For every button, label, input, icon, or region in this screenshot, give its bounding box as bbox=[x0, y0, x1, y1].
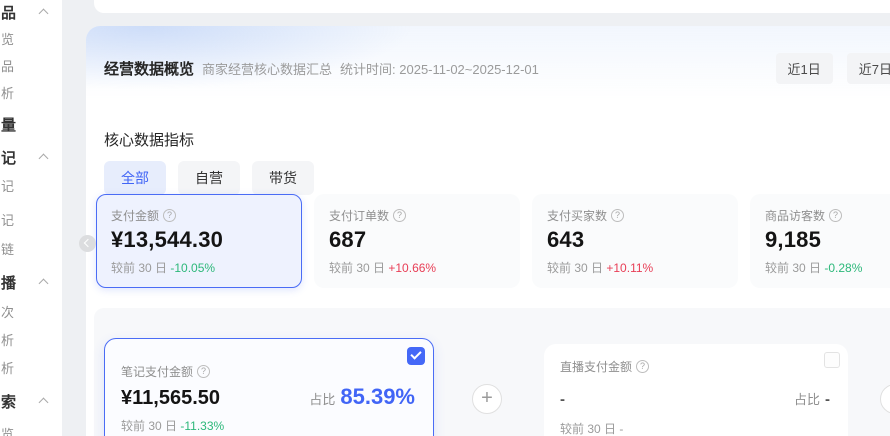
core-metrics-title: 核心数据指标 bbox=[104, 132, 195, 149]
metric-card-buyer-count[interactable]: 支付买家数 643 较前 30 日 +10.11% bbox=[532, 194, 738, 288]
help-icon[interactable] bbox=[393, 209, 407, 222]
compare-prefix: 较前 30 日 bbox=[765, 261, 822, 275]
metric-card-payment-amount[interactable]: 支付金额 ¥13,544.30 较前 30 日 -10.05% bbox=[96, 194, 302, 288]
breakdown-value: - bbox=[560, 391, 565, 408]
chevron-up-icon bbox=[38, 278, 49, 289]
chevron-up-icon bbox=[38, 153, 49, 164]
sidebar-item-notes-section[interactable]: 记 bbox=[0, 146, 62, 168]
metric-value: 9,185 bbox=[765, 227, 822, 252]
sidebar-item-search-section[interactable]: 索 bbox=[0, 390, 62, 412]
add-metric-button[interactable] bbox=[472, 384, 502, 414]
overview-header: 经营数据概览 商家经营核心数据汇总 统计时间: 2025-11-02~2025-… bbox=[104, 53, 890, 84]
compare-prefix: 较前 30 日 bbox=[121, 419, 178, 433]
checkbox-checked-icon[interactable] bbox=[407, 347, 425, 365]
metric-label: 商品访客数 bbox=[765, 209, 826, 223]
share-value: 85.39% bbox=[340, 384, 415, 409]
change-value: +10.11% bbox=[606, 261, 654, 275]
chevron-up-icon bbox=[38, 397, 49, 408]
change-value: -0.28% bbox=[824, 261, 863, 275]
change-value: -11.33% bbox=[180, 419, 225, 433]
add-metric-button-partial[interactable] bbox=[880, 384, 890, 414]
tab-self[interactable]: 自营 bbox=[178, 161, 240, 195]
help-icon[interactable] bbox=[636, 360, 650, 373]
sidebar-item-goods-section[interactable]: 品 bbox=[0, 1, 62, 23]
breakdown-label: 直播支付金额 bbox=[560, 360, 633, 374]
sidebar-item-overview-2[interactable]: 览 bbox=[1, 426, 15, 436]
sidebar-collapse-button[interactable] bbox=[79, 235, 96, 252]
sidebar-item-analysis-3[interactable]: 析 bbox=[1, 360, 15, 376]
top-card-remnant bbox=[94, 0, 890, 13]
metric-value: 687 bbox=[329, 227, 367, 252]
live-payment-card[interactable]: 直播支付金额 - 占比 - 较前 30 日 - bbox=[544, 344, 848, 436]
tab-affiliate[interactable]: 带货 bbox=[252, 161, 314, 195]
page-title: 经营数据概览 bbox=[104, 61, 195, 78]
sidebar-item-traffic-section[interactable]: 量 bbox=[1, 116, 17, 134]
sidebar-item-goods[interactable]: 品 bbox=[1, 58, 15, 74]
compare-prefix: 较前 30 日 bbox=[560, 422, 617, 436]
metric-value: 643 bbox=[547, 227, 585, 252]
change-value: -10.05% bbox=[170, 261, 216, 275]
help-icon[interactable] bbox=[829, 209, 843, 222]
range-7d-button[interactable]: 近7日 bbox=[846, 53, 890, 84]
sidebar-item-analysis-2[interactable]: 析 bbox=[1, 332, 15, 348]
metric-card-order-count[interactable]: 支付订单数 687 较前 30 日 +10.66% bbox=[314, 194, 520, 288]
sidebar-item-live-section[interactable]: 播 bbox=[0, 271, 62, 293]
tab-all[interactable]: 全部 bbox=[104, 161, 166, 195]
compare-prefix: 较前 30 日 bbox=[111, 261, 168, 275]
stat-time-range: 统计时间: 2025-11-02~2025-12-01 bbox=[340, 62, 539, 77]
help-icon[interactable] bbox=[197, 365, 211, 378]
date-range-buttons: 近1日 近7日 bbox=[775, 53, 890, 84]
sidebar-item-overview[interactable]: 览 bbox=[1, 31, 15, 47]
compare-prefix: 较前 30 日 bbox=[547, 261, 604, 275]
sidebar: 品 览 品 析 量 记 记 记 链 播 次 析 析 索 览 bbox=[0, 0, 62, 436]
share-label: 占比 bbox=[793, 392, 820, 407]
breakdown-label: 笔记支付金额 bbox=[121, 365, 194, 379]
sidebar-item-note-1[interactable]: 记 bbox=[1, 178, 15, 194]
payment-breakdown-panel: 笔记支付金额 ¥11,565.50 占比 85.39% 较前 30 日 -11.… bbox=[94, 308, 890, 436]
range-1d-button[interactable]: 近1日 bbox=[775, 53, 833, 84]
metric-label: 支付买家数 bbox=[547, 209, 608, 223]
checkbox-unchecked-icon[interactable] bbox=[824, 352, 840, 368]
page-subtitle: 商家经营核心数据汇总 bbox=[202, 62, 333, 77]
help-icon[interactable] bbox=[611, 209, 625, 222]
metric-label: 支付订单数 bbox=[329, 209, 390, 223]
compare-prefix: 较前 30 日 bbox=[329, 261, 386, 275]
sidebar-item-sessions[interactable]: 次 bbox=[1, 304, 15, 320]
sidebar-item-note-2[interactable]: 记 bbox=[1, 212, 15, 228]
business-overview-card: 经营数据概览 商家经营核心数据汇总 统计时间: 2025-11-02~2025-… bbox=[86, 26, 890, 436]
metric-value: ¥13,544.30 bbox=[111, 227, 224, 252]
metric-cards: 支付金额 ¥13,544.30 较前 30 日 -10.05% 支付订单数 68… bbox=[96, 194, 890, 288]
scope-tabs: 全部 自营 带货 bbox=[104, 161, 314, 195]
sidebar-item-analysis[interactable]: 析 bbox=[1, 85, 15, 101]
share-label: 占比 bbox=[309, 392, 336, 407]
change-value: - bbox=[619, 422, 624, 436]
breakdown-value: ¥11,565.50 bbox=[121, 387, 220, 409]
metric-card-product-visitors[interactable]: 商品访客数 9,185 较前 30 日 -0.28% bbox=[750, 194, 890, 288]
chevron-up-icon bbox=[38, 8, 49, 19]
change-value: +10.66% bbox=[388, 261, 437, 275]
metric-label: 支付金额 bbox=[111, 209, 160, 223]
help-icon[interactable] bbox=[163, 209, 177, 222]
sidebar-item-link[interactable]: 链 bbox=[1, 241, 15, 257]
share-value: - bbox=[825, 391, 830, 408]
note-payment-card[interactable]: 笔记支付金额 ¥11,565.50 占比 85.39% 较前 30 日 -11.… bbox=[104, 338, 434, 436]
